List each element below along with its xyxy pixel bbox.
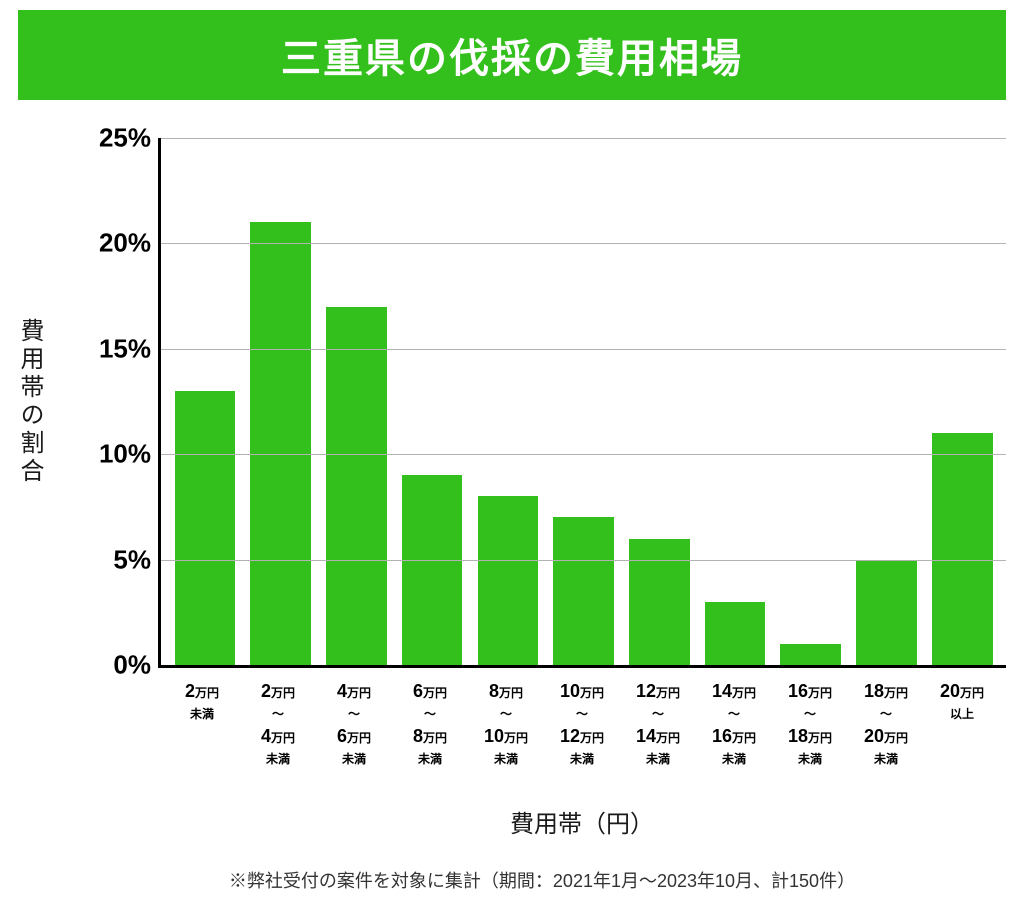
bar-slot <box>470 138 546 665</box>
y-tick-label: 5% <box>113 544 151 575</box>
x-tick-label: 4万円〜6万円未満 <box>316 678 392 768</box>
x-tick-label: 18万円〜20万円未満 <box>848 678 924 768</box>
y-axis-label: 費用帯の割合 <box>12 318 47 486</box>
gridline <box>161 560 1006 561</box>
bar-slot <box>243 138 319 665</box>
plot-area: 0%5%10%15%20%25% <box>158 138 1006 668</box>
gridline <box>161 349 1006 350</box>
x-tick-label: 12万円〜14万円未満 <box>620 678 696 768</box>
bar <box>553 517 614 665</box>
bar-slot <box>773 138 849 665</box>
y-tick-label: 10% <box>99 439 151 470</box>
bar-slot <box>849 138 925 665</box>
chart-footnote: ※弊社受付の案件を対象に集計（期間：2021年1月～2023年10月、計150件… <box>78 867 1006 893</box>
bar <box>326 307 387 665</box>
y-tick-label: 0% <box>113 650 151 681</box>
bar <box>705 602 766 665</box>
bar <box>856 560 917 665</box>
bar-slot <box>697 138 773 665</box>
x-tick-label: 2万円〜4万円未満 <box>240 678 316 768</box>
y-tick-label: 15% <box>99 333 151 364</box>
bar <box>250 222 311 665</box>
bar <box>932 433 993 665</box>
bar-slot <box>621 138 697 665</box>
x-tick-label: 2万円未満 <box>164 678 240 768</box>
bar-slot <box>546 138 622 665</box>
chart-title: 三重県の伐採の費用相場 <box>281 37 743 81</box>
x-tick-label: 20万円以上 <box>924 678 1000 768</box>
bar <box>175 391 236 665</box>
x-axis-label: 費用帯（円） <box>158 804 1006 839</box>
chart-main: 0%5%10%15%20%25% 2万円未満2万円〜4万円未満4万円〜6万円未満… <box>78 138 1006 839</box>
bar <box>780 644 841 665</box>
gridline <box>161 138 1006 139</box>
gridline <box>161 454 1006 455</box>
y-tick-label: 25% <box>99 123 151 154</box>
bar <box>629 539 690 665</box>
bar-slot <box>924 138 1000 665</box>
y-tick-label: 20% <box>99 228 151 259</box>
bar <box>478 496 539 665</box>
x-tick-label: 14万円〜16万円未満 <box>696 678 772 768</box>
bar-slot <box>394 138 470 665</box>
chart-container: 費用帯の割合 0%5%10%15%20%25% 2万円未満2万円〜4万円未満4万… <box>18 138 1006 839</box>
chart-title-banner: 三重県の伐採の費用相場 <box>18 10 1006 100</box>
x-tick-label: 6万円〜8万円未満 <box>392 678 468 768</box>
bars-group <box>161 138 1006 665</box>
x-tick-label: 10万円〜12万円未満 <box>544 678 620 768</box>
bar <box>402 475 463 665</box>
gridline <box>161 243 1006 244</box>
bar-slot <box>167 138 243 665</box>
bar-slot <box>318 138 394 665</box>
x-tick-row: 2万円未満2万円〜4万円未満4万円〜6万円未満6万円〜8万円未満8万円〜10万円… <box>158 678 1006 768</box>
x-tick-label: 16万円〜18万円未満 <box>772 678 848 768</box>
x-tick-label: 8万円〜10万円未満 <box>468 678 544 768</box>
